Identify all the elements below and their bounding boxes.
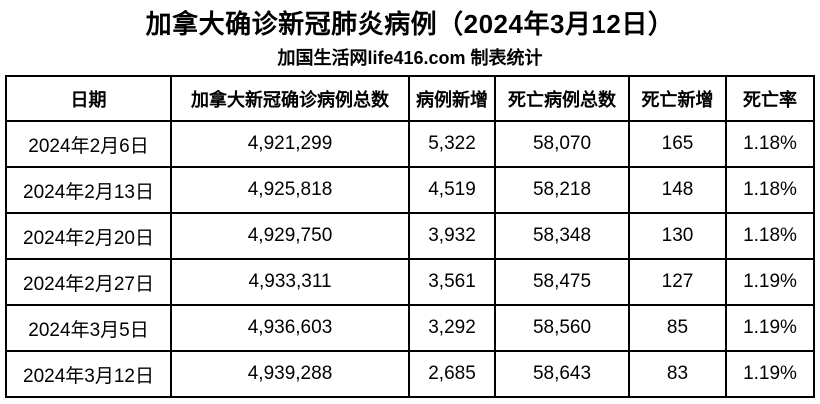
date-cell: 2024年2月13日 — [5, 166, 172, 214]
new-deaths-cell: 85 — [628, 304, 727, 352]
date-cell: 2024年3月5日 — [5, 304, 172, 352]
new-cases-cell: 3,932 — [408, 212, 496, 260]
covid-stats-table: 日期 加拿大新冠确诊病例总数 病例新增 死亡病例总数 死亡新增 死亡率 2024年2月6日… — [5, 75, 815, 398]
date-cell: 2024年3月12日 — [5, 350, 172, 398]
total-deaths-cell: 58,348 — [494, 212, 630, 260]
new-deaths-cell: 83 — [628, 350, 727, 398]
total-deaths-cell: 58,643 — [494, 350, 630, 398]
new-deaths-cell: 130 — [628, 212, 727, 260]
new-deaths-cell: 127 — [628, 258, 727, 306]
header-row: 日期 加拿大新冠确诊病例总数 病例新增 死亡病例总数 死亡新增 死亡率 — [5, 75, 815, 122]
new-deaths-cell: 165 — [628, 120, 727, 168]
column-header-new-deaths: 死亡新增 — [628, 75, 727, 122]
total-cases-cell: 4,939,288 — [170, 350, 410, 398]
table-row: 2024年2月6日 4,921,299 5,322 58,070 165 1.18% — [5, 120, 815, 168]
column-header-total-deaths: 死亡病例总数 — [494, 75, 630, 122]
total-cases-cell: 4,936,603 — [170, 304, 410, 352]
new-cases-cell: 4,519 — [408, 166, 496, 214]
total-cases-cell: 4,929,750 — [170, 212, 410, 260]
death-rate-cell: 1.19% — [725, 258, 815, 306]
death-rate-cell: 1.18% — [725, 166, 815, 214]
new-cases-cell: 3,561 — [408, 258, 496, 306]
death-rate-cell: 1.19% — [725, 304, 815, 352]
date-cell: 2024年2月6日 — [5, 120, 172, 168]
table-row: 2024年3月12日 4,939,288 2,685 58,643 83 1.19% — [5, 350, 815, 398]
new-cases-cell: 2,685 — [408, 350, 496, 398]
page-title: 加拿大确诊新冠肺炎病例（2024年3月12日） — [145, 9, 675, 39]
new-cases-cell: 5,322 — [408, 120, 496, 168]
new-cases-cell: 3,292 — [408, 304, 496, 352]
total-deaths-cell: 58,475 — [494, 258, 630, 306]
death-rate-cell: 1.18% — [725, 212, 815, 260]
death-rate-cell: 1.19% — [725, 350, 815, 398]
total-deaths-cell: 58,560 — [494, 304, 630, 352]
total-cases-cell: 4,933,311 — [170, 258, 410, 306]
total-cases-cell: 4,921,299 — [170, 120, 410, 168]
total-deaths-cell: 58,218 — [494, 166, 630, 214]
death-rate-cell: 1.18% — [725, 120, 815, 168]
column-header-new-cases: 病例新增 — [408, 75, 496, 122]
table-row: 2024年2月13日 4,925,818 4,519 58,218 148 1.18% — [5, 166, 815, 214]
table-row: 2024年2月27日 4,933,311 3,561 58,475 127 1.19% — [5, 258, 815, 306]
page-subtitle: 加国生活网life416.com 制表统计 — [277, 48, 543, 68]
table-row: 2024年2月20日 4,929,750 3,932 58,348 130 1.18% — [5, 212, 815, 260]
date-cell: 2024年2月20日 — [5, 212, 172, 260]
column-header-total-cases: 加拿大新冠确诊病例总数 — [170, 75, 410, 122]
table-body: 2024年2月6日 4,921,299 5,322 58,070 165 1.18% 202… — [5, 120, 815, 398]
total-deaths-cell: 58,070 — [494, 120, 630, 168]
new-deaths-cell: 148 — [628, 166, 727, 214]
column-header-death-rate: 死亡率 — [725, 75, 815, 122]
table-row: 2024年3月5日 4,936,603 3,292 58,560 85 1.19% — [5, 304, 815, 352]
date-cell: 2024年2月27日 — [5, 258, 172, 306]
column-header-date: 日期 — [5, 75, 172, 122]
total-cases-cell: 4,925,818 — [170, 166, 410, 214]
